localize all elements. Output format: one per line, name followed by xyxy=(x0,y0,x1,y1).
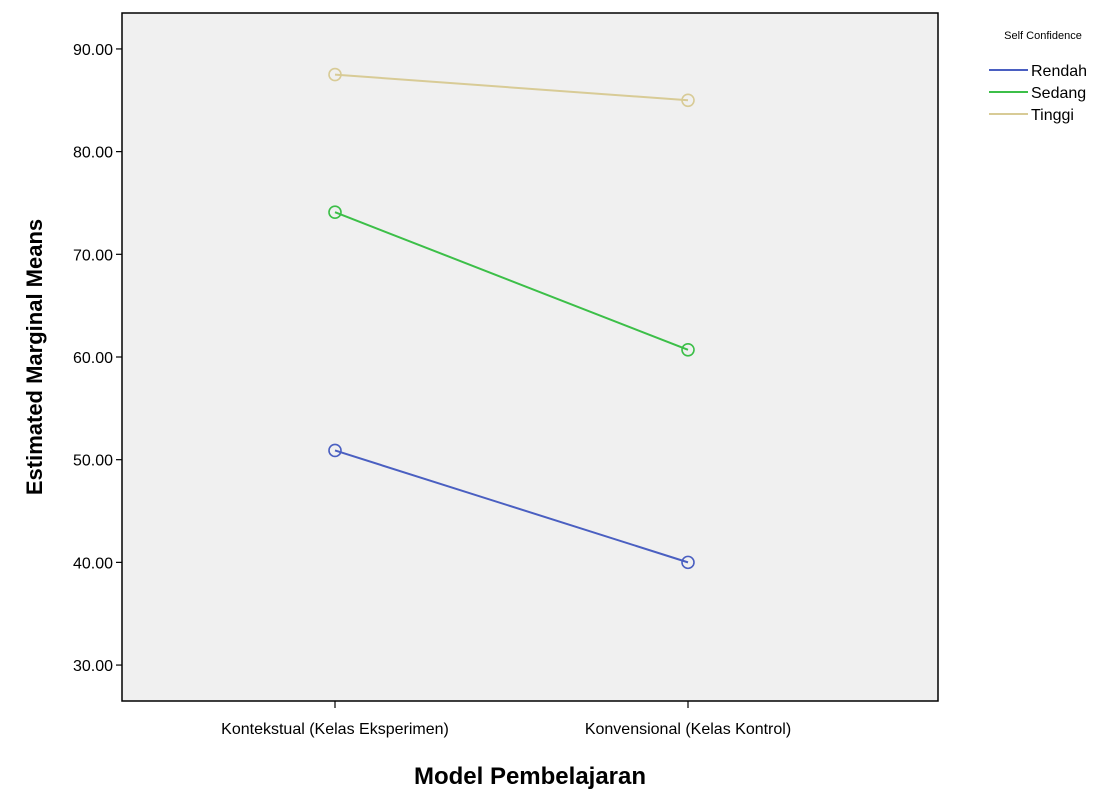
legend-label-rendah: Rendah xyxy=(1031,63,1087,80)
y-axis-title: Estimated Marginal Means xyxy=(22,219,47,495)
data-point-rendah-1 xyxy=(681,555,695,570)
series-line-rendah xyxy=(334,449,689,564)
legend: Self Confidence Rendah Sedang Tinggi xyxy=(989,30,1087,124)
data-point-sedang-1 xyxy=(681,343,695,357)
series-layer xyxy=(328,67,695,570)
y-tick-label: 90.00 xyxy=(73,42,113,59)
x-axis-ticks: Kontekstual (Kelas Eksperimen) Konvension… xyxy=(221,701,791,738)
data-point-sedang-0 xyxy=(328,205,342,220)
y-tick-label: 60.00 xyxy=(73,350,113,367)
y-tick-label: 50.00 xyxy=(73,453,113,470)
legend-label-sedang: Sedang xyxy=(1031,85,1086,102)
x-tick-label: Kontekstual (Kelas Eksperimen) xyxy=(221,721,449,738)
data-point-tinggi-1 xyxy=(681,93,695,108)
series-line-tinggi xyxy=(334,73,689,102)
legend-label-tinggi: Tinggi xyxy=(1031,107,1074,124)
data-point-rendah-0 xyxy=(328,443,342,458)
series-line-sedang xyxy=(334,211,689,351)
x-axis-title: Model Pembelajaran xyxy=(414,763,646,790)
y-tick-label: 80.00 xyxy=(73,145,113,162)
legend-items: Rendah Sedang Tinggi xyxy=(989,63,1087,124)
plot-area xyxy=(121,12,939,702)
legend-title: Self Confidence xyxy=(1004,30,1082,42)
y-axis-ticks: 30.00 40.00 50.00 60.00 70.00 80.00 90.00 xyxy=(73,42,122,675)
x-tick-label: Konvensional (Kelas Kontrol) xyxy=(585,721,791,738)
y-tick-label: 30.00 xyxy=(73,658,113,675)
y-tick-label: 70.00 xyxy=(73,247,113,264)
y-tick-label: 40.00 xyxy=(73,555,113,572)
data-point-tinggi-0 xyxy=(328,67,342,82)
